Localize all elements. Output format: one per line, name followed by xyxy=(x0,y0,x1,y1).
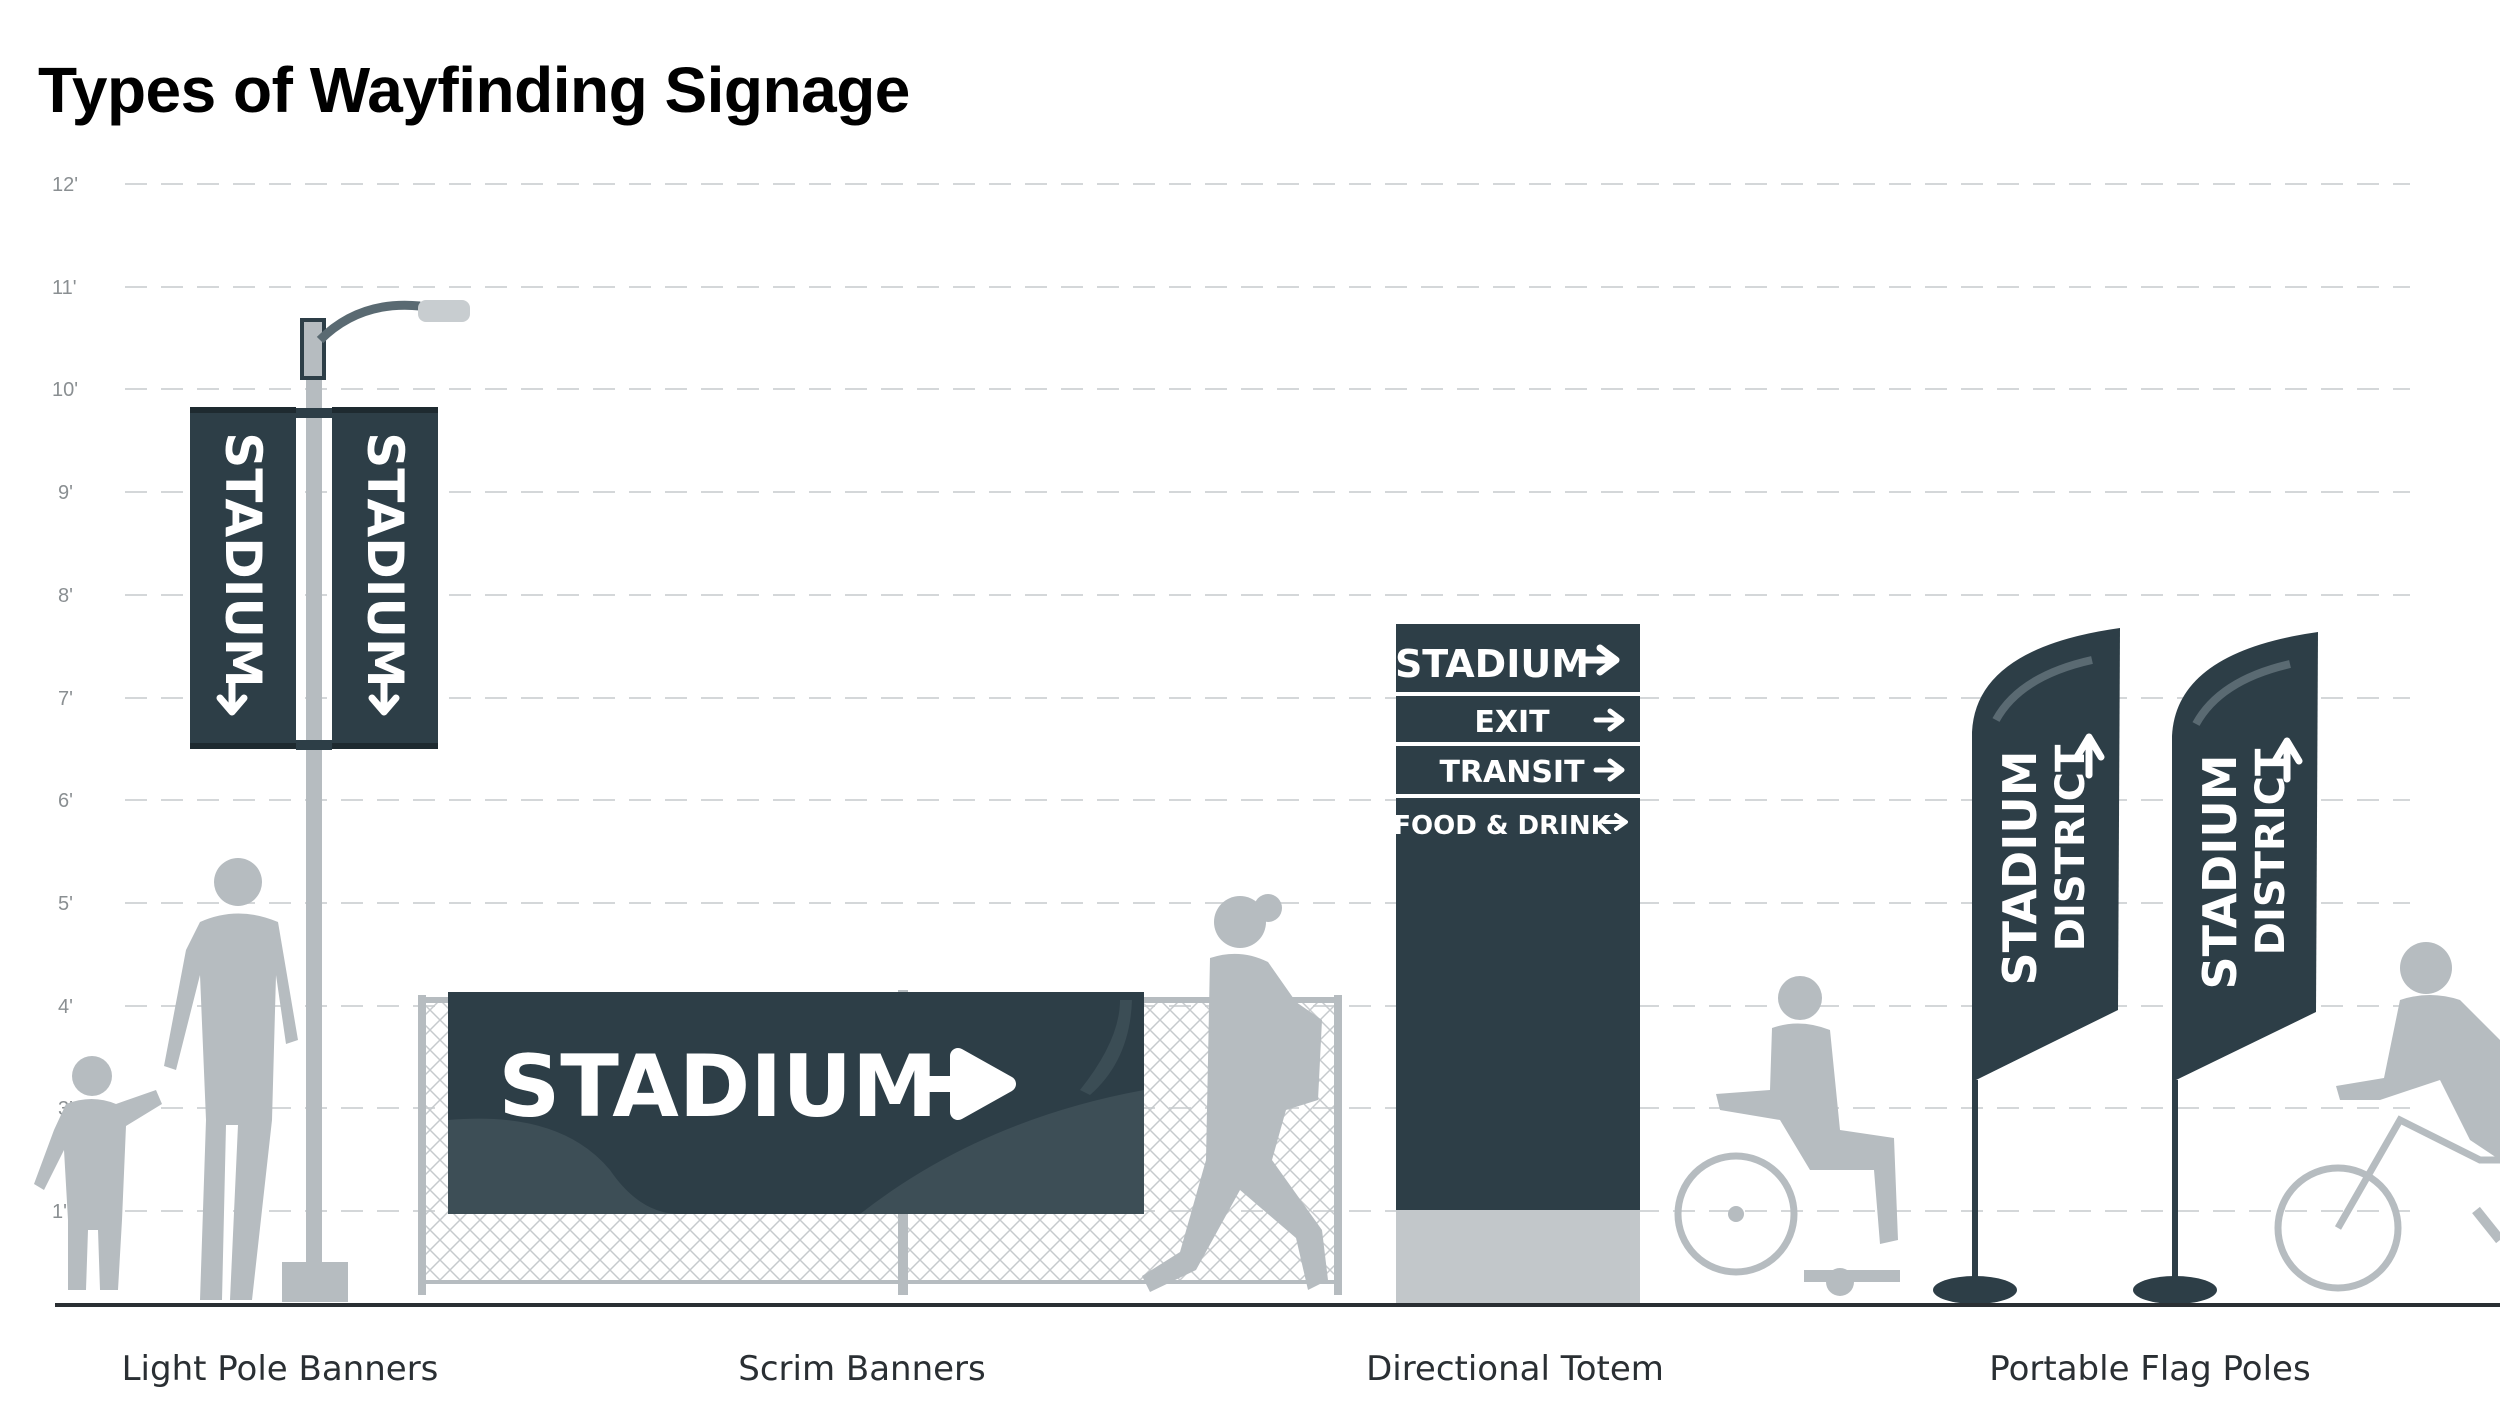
caption-directional-totem: Directional Totem xyxy=(1366,1349,1664,1389)
street-lamp-icon xyxy=(282,300,470,1302)
height-label-4ft: 4' xyxy=(58,996,73,1018)
pole-banner-right-text: STADIUM xyxy=(356,432,414,687)
scrim-banner: STADIUM xyxy=(448,992,1144,1214)
height-label-7ft: 7' xyxy=(58,688,73,710)
caption-light-pole-banners: Light Pole Banners xyxy=(122,1349,439,1389)
caption-scrim-banners: Scrim Banners xyxy=(738,1349,986,1389)
totem-panel-transit: TRANSIT xyxy=(1439,755,1585,790)
height-label-5ft: 5' xyxy=(58,893,73,915)
totem-panel-food-drink: FOOD & DRINK xyxy=(1393,811,1611,841)
adult-silhouette xyxy=(164,858,298,1300)
flag-1-text-stadium: STADIUM xyxy=(1993,751,2047,986)
height-label-8ft: 8' xyxy=(58,585,73,607)
caption-portable-flag-poles: Portable Flag Poles xyxy=(1989,1349,2310,1389)
height-label-9ft: 9' xyxy=(58,482,73,504)
height-label-1ft: 1' xyxy=(52,1201,67,1223)
totem-panel-exit: EXIT xyxy=(1474,705,1550,740)
right-arrow-icon xyxy=(1578,644,1620,676)
right-arrow-icon xyxy=(1593,758,1625,782)
height-label-6ft: 6' xyxy=(58,790,73,812)
right-arrow-icon xyxy=(216,676,248,716)
right-arrow-icon xyxy=(916,1048,1016,1120)
directional-totem: STADIUM EXIT TRANSIT FOOD & DRINK xyxy=(1393,624,1640,1305)
portable-flag-pole-2: STADIUM DISTRICT xyxy=(2133,632,2318,1304)
flag-2-text-stadium: STADIUM xyxy=(2193,755,2247,990)
pole-banner-left: STADIUM xyxy=(190,407,296,749)
up-arrow-icon xyxy=(2073,733,2105,779)
wheelchair-user-silhouette xyxy=(1674,976,1900,1296)
scrim-banner-text: STADIUM xyxy=(498,1037,937,1137)
up-arrow-icon xyxy=(2271,737,2303,783)
cyclist-silhouette xyxy=(2274,942,2500,1292)
height-label-10ft: 10' xyxy=(52,379,78,401)
walking-woman-silhouette xyxy=(1142,894,1328,1292)
page-title: Types of Wayfinding Signage xyxy=(38,54,910,126)
portable-flag-pole-1: STADIUM DISTRICT xyxy=(1933,628,2120,1304)
light-pole-banners: STADIUM STADIUM xyxy=(34,300,470,1302)
pole-banner-right: STADIUM xyxy=(332,407,438,749)
height-labels: 12' 11' 10' 9' 8' 7' 6' 5' 4' 3' 1' xyxy=(52,174,78,1223)
right-arrow-icon xyxy=(368,676,400,716)
captions: Light Pole Banners Scrim Banners Directi… xyxy=(122,1349,2311,1389)
pole-banner-left-text: STADIUM xyxy=(214,432,272,687)
height-label-11ft: 11' xyxy=(52,277,77,299)
totem-panel-stadium: STADIUM xyxy=(1395,642,1589,686)
flag-2-text-district: DISTRICT xyxy=(2248,748,2294,955)
right-arrow-icon xyxy=(1602,813,1628,831)
flag-1-text-district: DISTRICT xyxy=(2048,744,2094,951)
height-label-12ft: 12' xyxy=(52,174,78,196)
child-silhouette xyxy=(34,1056,162,1290)
right-arrow-icon xyxy=(1593,708,1625,732)
scrim-banners: STADIUM xyxy=(418,894,1342,1295)
